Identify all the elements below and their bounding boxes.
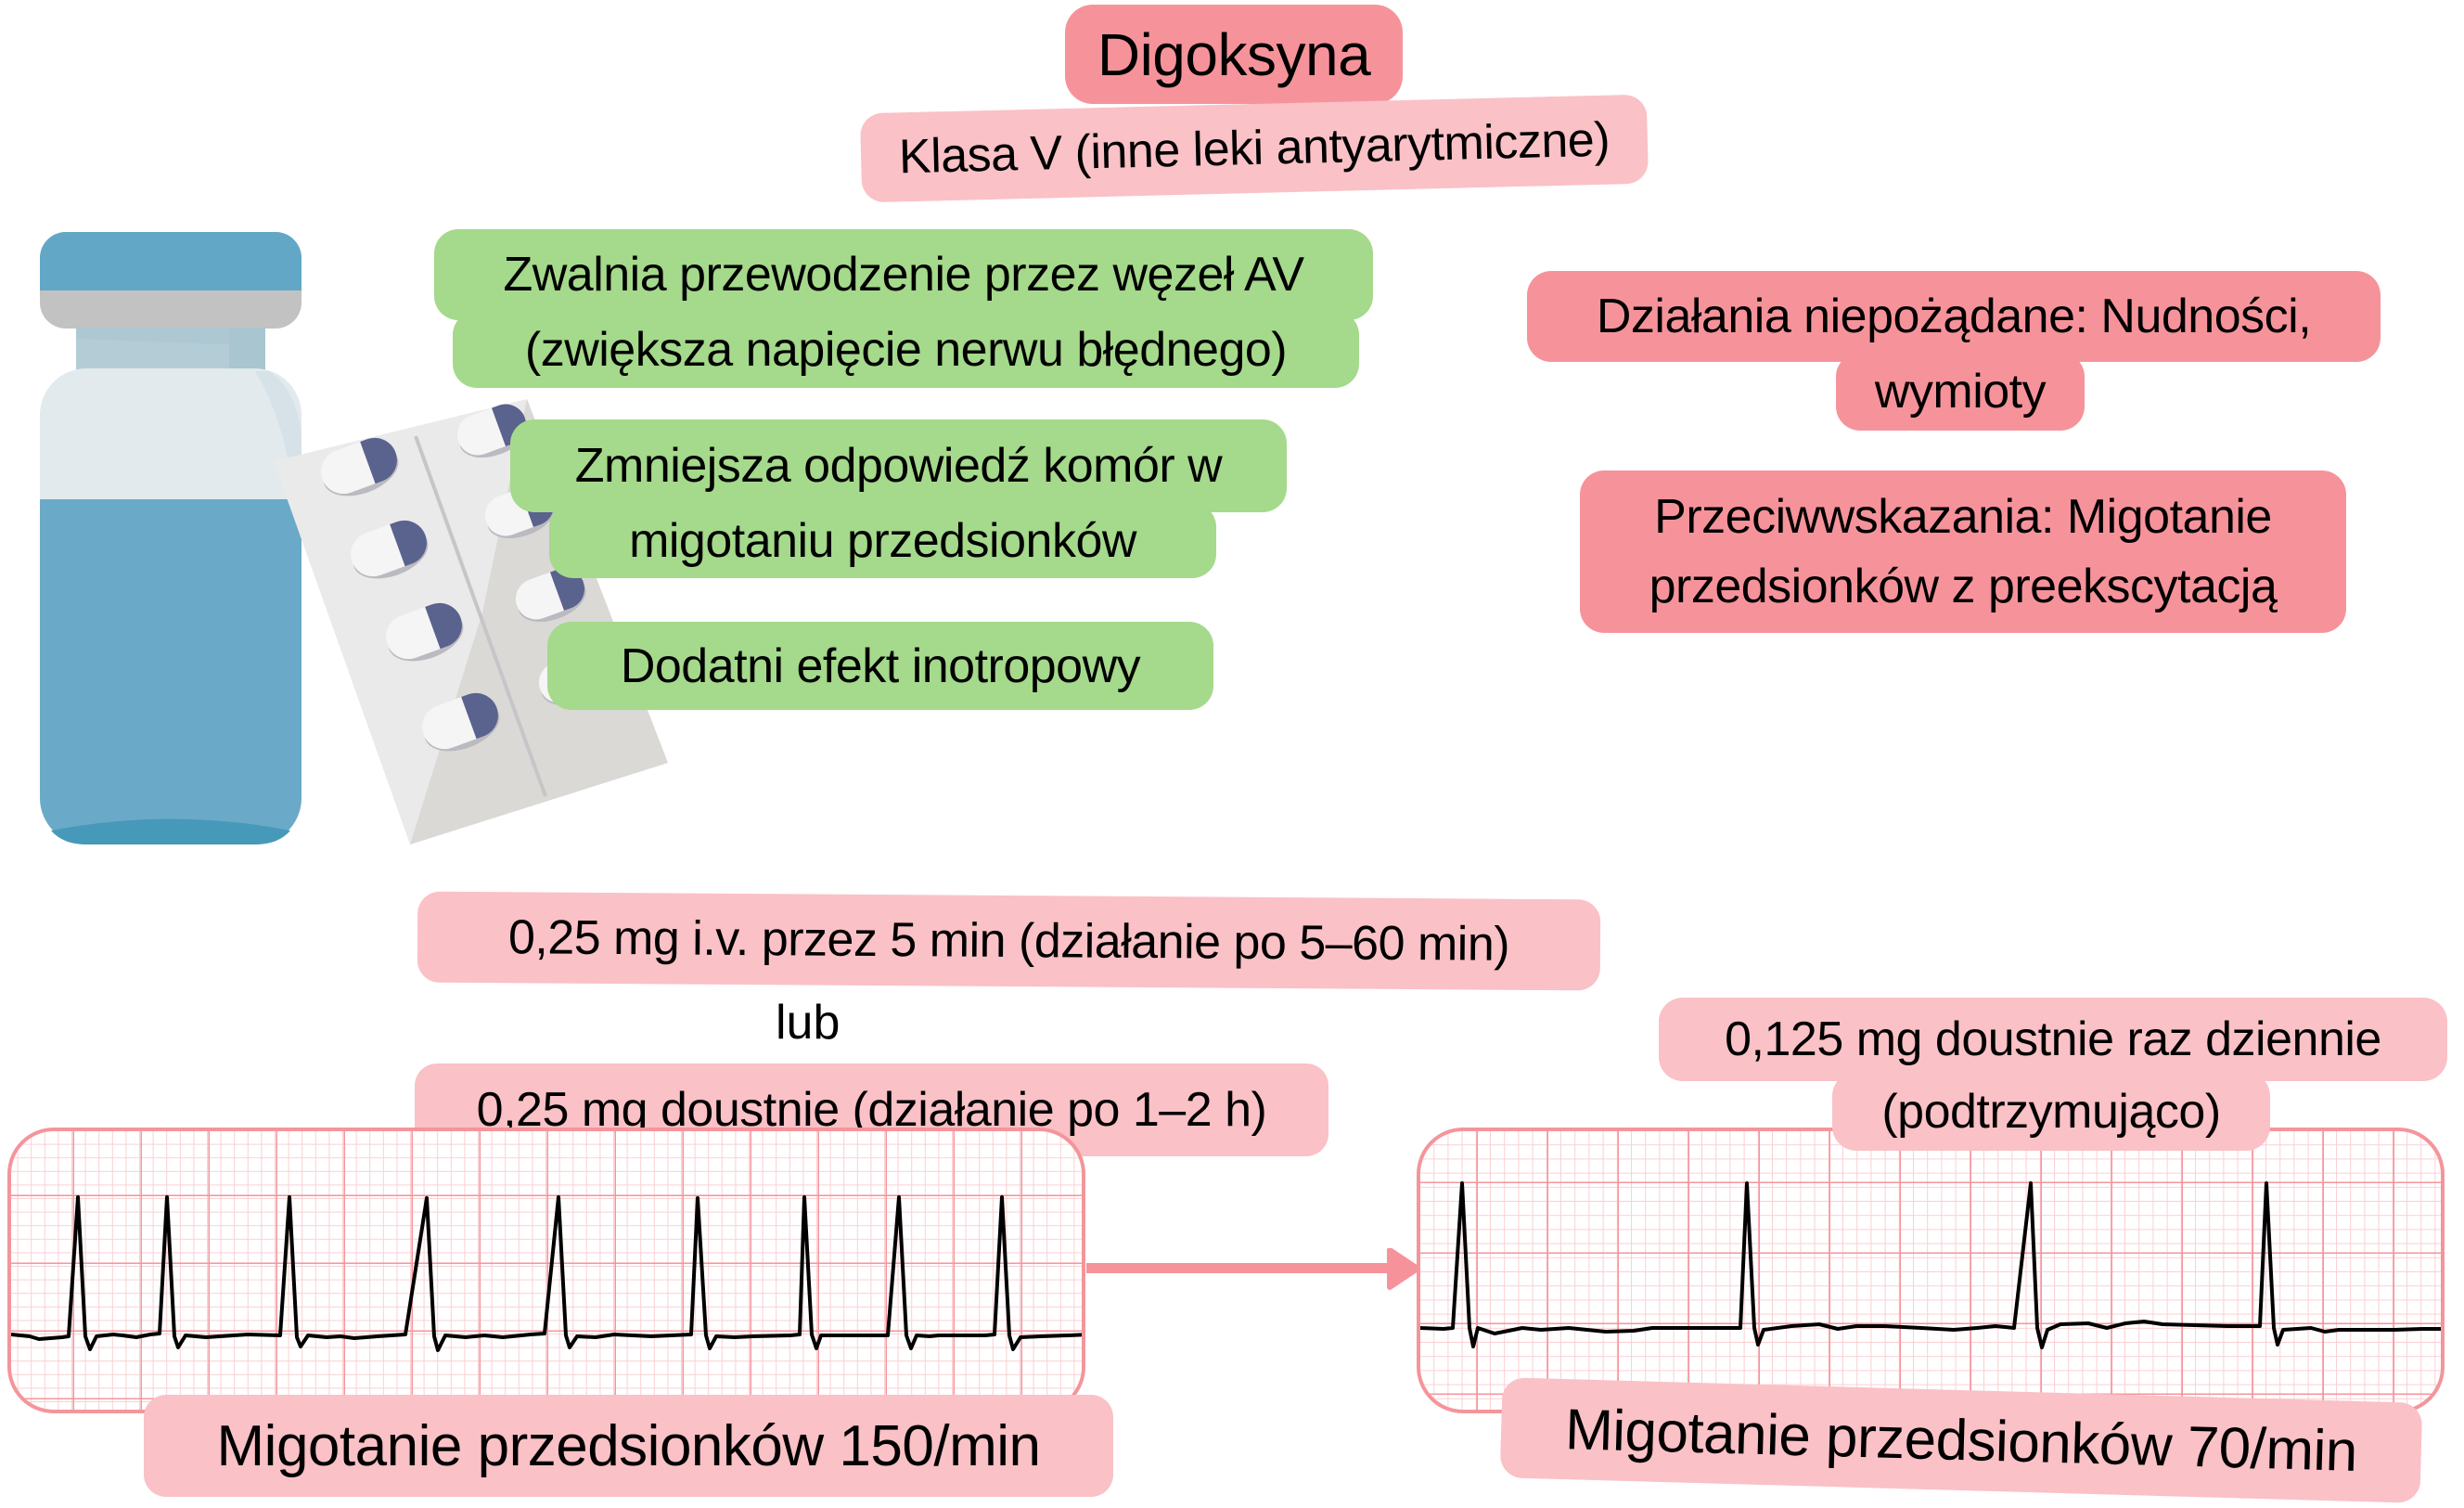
- arrow-right-icon: [1086, 1248, 1420, 1290]
- mechanism-ventricular-response-line2: migotaniu przedsionków: [549, 503, 1216, 578]
- mechanism-av-node-line1: Zwalnia przewodzenie przez węzeł AV: [434, 229, 1373, 320]
- dose-or-label: lub: [776, 996, 841, 1050]
- ecg-trace-150: [11, 1131, 1082, 1410]
- dose-maintenance-line1: 0,125 mg doustnie raz dziennie: [1659, 998, 2447, 1081]
- side-effects-line1: Działania niepożądane: Nudności,: [1527, 271, 2381, 362]
- drug-class-label: Klasa V (inne leki antyarytmiczne): [859, 94, 1649, 203]
- dose-iv: 0,25 mg i.v. przez 5 min (działanie po 5…: [417, 891, 1601, 991]
- drug-title: Digoksyna: [1065, 5, 1403, 104]
- medicine-vial-icon: [40, 232, 668, 844]
- pill-blister-pack-icon: [274, 399, 668, 844]
- mechanism-av-node-line2: (zwiększa napięcie nerwu błędnego): [453, 311, 1359, 388]
- ecg-caption-before: Migotanie przedsionków 150/min: [144, 1395, 1113, 1497]
- contraindications-line2: przedsionków z preekscytacją: [1649, 559, 2278, 613]
- ecg-strip-before: [7, 1128, 1085, 1413]
- ecg-strip-after: [1417, 1128, 2445, 1413]
- mechanism-inotropic: Dodatni efekt inotropowy: [547, 622, 1213, 710]
- contraindications-line1: Przeciwwskazania: Migotanie: [1654, 489, 2272, 544]
- ecg-trace-70: [1420, 1131, 2441, 1410]
- side-effects-line2: wymioty: [1836, 353, 2085, 431]
- mechanism-ventricular-response-line1: Zmniejsza odpowiedź komór w: [510, 419, 1287, 512]
- dose-maintenance-line2: (podtrzymująco): [1832, 1072, 2270, 1151]
